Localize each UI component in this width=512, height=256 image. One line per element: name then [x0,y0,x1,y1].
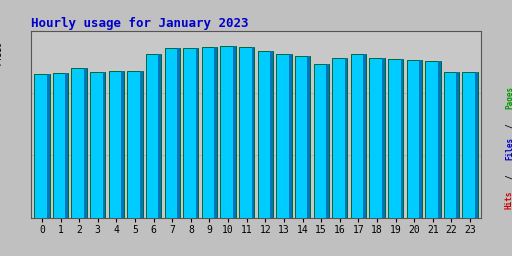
Bar [221,46,236,218]
Text: Pages: Pages [505,86,512,109]
Bar [183,48,199,218]
Bar [251,47,254,218]
Bar [351,54,366,218]
Bar [215,47,217,218]
Bar [84,68,87,218]
Bar [462,72,478,218]
Bar [109,71,124,218]
Bar [313,64,329,218]
Bar [72,68,87,218]
Bar [159,54,161,218]
Bar [307,56,310,218]
Bar [289,54,291,218]
Bar [388,59,403,218]
Bar [90,72,105,218]
Bar [140,71,143,218]
Text: Hourly usage for January 2023: Hourly usage for January 2023 [31,17,248,29]
Text: /: / [505,123,512,128]
Bar [345,58,348,218]
Bar [196,48,199,218]
Bar [444,72,459,218]
Bar [233,46,236,218]
Bar [146,54,161,218]
Bar [475,72,478,218]
Bar [270,51,273,218]
Bar [425,61,440,218]
Text: /: / [505,174,512,179]
Bar [177,48,180,218]
Bar [102,72,105,218]
Bar [53,72,68,218]
Bar [121,71,124,218]
Bar [456,72,459,218]
Bar [369,58,385,218]
Text: 74116: 74116 [0,41,4,66]
Bar [438,61,440,218]
Bar [332,58,348,218]
Bar [407,60,422,218]
Bar [47,73,50,218]
Bar [419,60,422,218]
Bar [295,56,310,218]
Bar [400,59,403,218]
Bar [164,48,180,218]
Bar [276,54,291,218]
Bar [66,72,68,218]
Bar [258,51,273,218]
Bar [34,73,50,218]
Bar [202,47,217,218]
Bar [364,54,366,218]
Text: Files: Files [505,137,512,160]
Bar [382,58,385,218]
Bar [239,47,254,218]
Bar [127,71,143,218]
Bar [326,64,329,218]
Text: Hits: Hits [505,190,512,209]
